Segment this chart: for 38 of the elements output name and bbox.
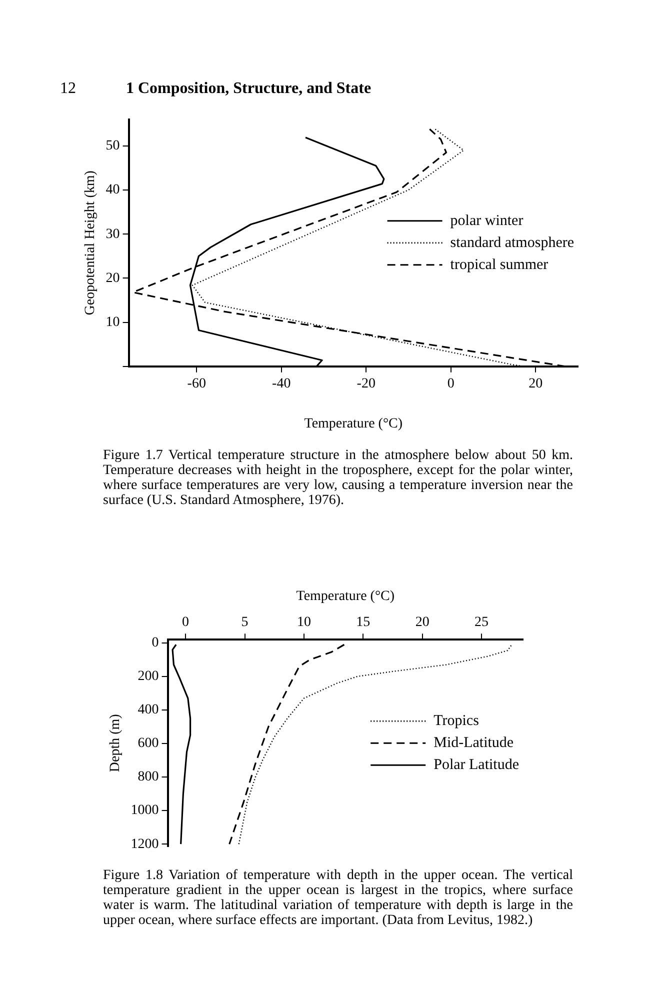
caption: Figure 1.8 Variation of temperature with depth in the upper ocean. The vertical temperature gradient in the upper ocean is largest in the tropics, where surface water is warm. The latitudinal variation of temperature with depth is large in the upper ocean, where surface effects are important. (Data from Levitus, 1982.)	[103, 868, 573, 928]
x-tick-label: 5	[241, 614, 248, 630]
legend-label: Tropics	[434, 713, 480, 730]
x-axis-title: Temperature (°C)	[296, 589, 395, 604]
legend-label: standard atmosphere	[450, 234, 574, 251]
y-tick-label: 0	[152, 636, 159, 651]
line-series	[228, 644, 346, 845]
text: 1 Composition, Structure, and State	[126, 80, 372, 98]
x-tick-label: -20	[356, 376, 376, 392]
y-axis-title: Depth (m)	[108, 714, 124, 772]
y-tick-label: 40	[106, 182, 120, 198]
x-tick-label: 15	[356, 614, 370, 630]
y-tick-label: 200	[138, 669, 159, 684]
legend-label: Polar Latitude	[434, 757, 520, 774]
x-tick-label: 0	[447, 376, 454, 392]
y-tick-label: 30	[106, 226, 120, 242]
caption: Figure 1.7 Vertical temperature structure in the atmosphere below about 50 km. Temperature decreases with height in the troposphere, except for the polar winter, where surface temperatures are very low, causing a temperature inversion near the surface (U.S. Standard Atmosphere, 1976).	[103, 448, 573, 508]
text: 12	[60, 80, 76, 98]
x-tick-label: 20	[528, 376, 543, 392]
y-tick-label: 800	[138, 770, 159, 785]
legend-label: tropical summer	[450, 256, 548, 273]
legend-label: Mid-Latitude	[434, 735, 514, 752]
x-axis-title: Temperature (°C)	[304, 416, 403, 432]
y-tick-label: 10	[106, 314, 120, 330]
x-tick-label: 10	[296, 614, 311, 630]
y-axis-title: Geopotential Height (km)	[83, 170, 98, 316]
x-tick-label: 0	[182, 614, 190, 630]
legend-label: polar winter	[450, 212, 524, 229]
y-tick-label: 20	[106, 270, 120, 286]
y-tick-label: 1000	[130, 803, 159, 818]
y-tick-label: 50	[106, 138, 120, 154]
y-tick-label: 400	[138, 702, 159, 718]
y-tick-label: 600	[138, 736, 159, 752]
x-tick-label: 20	[415, 614, 430, 630]
x-tick-label: 25	[474, 614, 489, 630]
x-tick-label: -40	[272, 376, 291, 392]
y-tick-label: 1200	[130, 836, 159, 852]
x-tick-label: -60	[187, 376, 206, 392]
